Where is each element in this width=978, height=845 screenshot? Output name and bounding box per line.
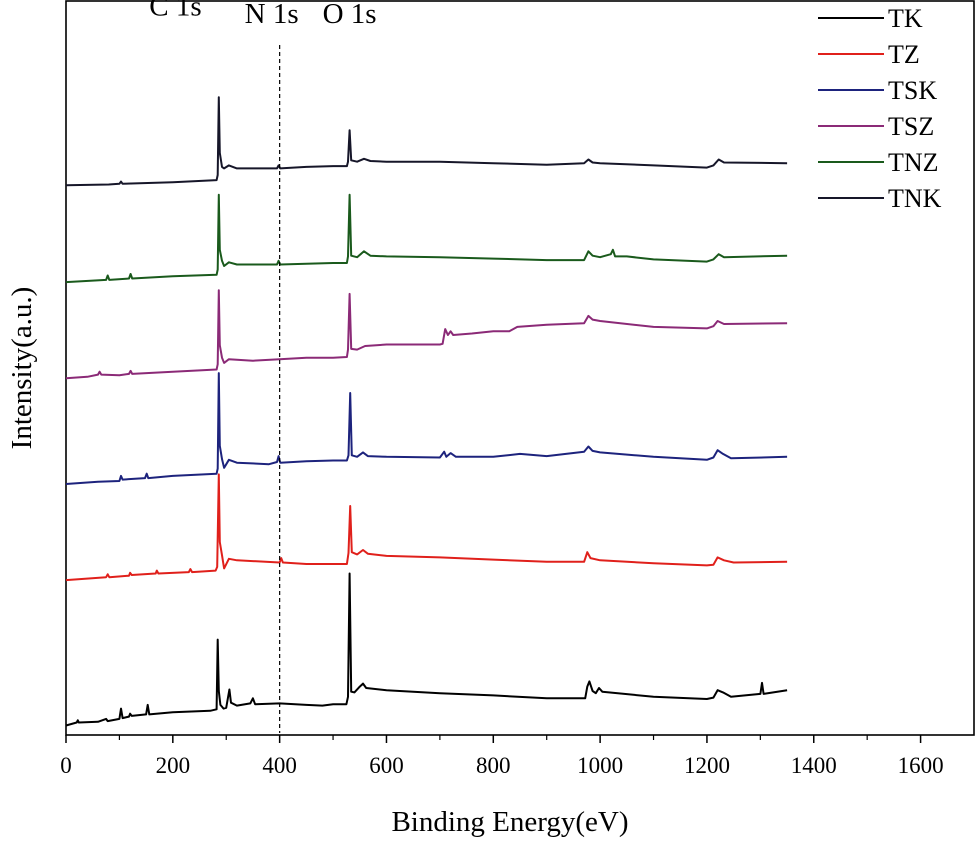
legend-label-tnz: TNZ	[888, 148, 939, 177]
x-tick-label: 600	[369, 753, 404, 778]
x-tick-label: 200	[156, 753, 191, 778]
peak-labels: C 1s N 1s O 1s	[149, 0, 376, 30]
x-tick-label: 1200	[684, 753, 730, 778]
series-line-tsk	[65, 372, 788, 485]
legend-label-tz: TZ	[888, 40, 920, 69]
x-tick-label: 1600	[898, 753, 944, 778]
legend-label-tk: TK	[888, 4, 923, 33]
peak-label: N 1s	[245, 0, 299, 30]
series-line-tk	[65, 572, 788, 727]
x-axis-title: Binding Energy(eV)	[391, 806, 628, 838]
x-tick-label: 1400	[791, 753, 837, 778]
y-axis-title: Intensity(a.u.)	[6, 287, 38, 450]
legend-label-tnk: TNK	[888, 184, 942, 213]
legend-label-tsk: TSK	[888, 76, 937, 105]
series-line-tsz	[65, 289, 788, 380]
x-ticks: 0 200 400 600 800 1000 1200 1400 1600	[60, 735, 944, 778]
x-tick-label: 400	[262, 753, 297, 778]
x-tick-label: 0	[60, 753, 72, 778]
plot-frame	[65, 0, 975, 736]
peak-label: C 1s	[149, 0, 201, 23]
series-layer	[65, 96, 788, 727]
series-line-tz	[65, 473, 788, 582]
series-line-tnk	[65, 96, 788, 187]
x-tick-label: 1000	[577, 753, 623, 778]
legend: TK TZ TSK TSZ TNZ TNK	[818, 4, 942, 213]
x-tick-label: 800	[476, 753, 511, 778]
legend-label-tsz: TSZ	[888, 112, 934, 141]
peak-label: O 1s	[323, 0, 377, 30]
series-line-tnz	[65, 193, 788, 284]
